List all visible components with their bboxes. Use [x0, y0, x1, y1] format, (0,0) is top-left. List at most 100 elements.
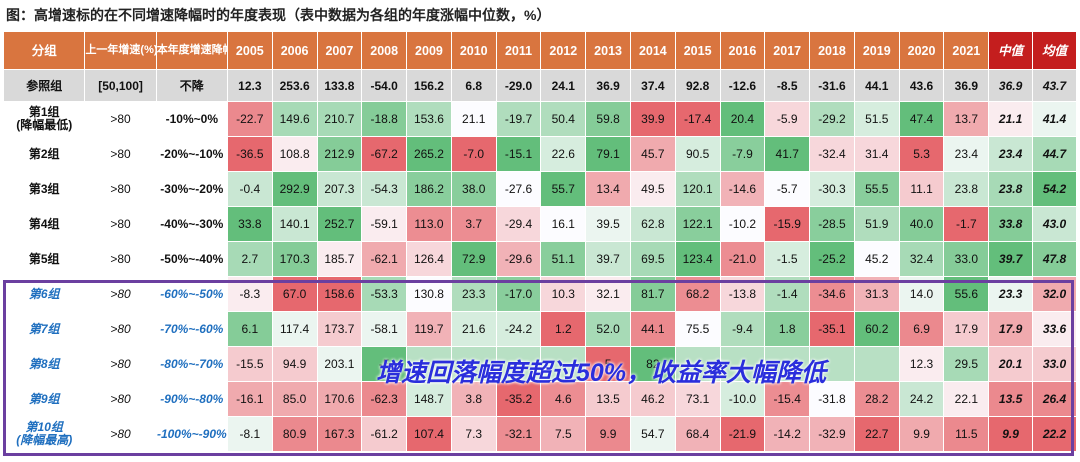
value-cell — [853, 346, 900, 382]
value-cell: 55.5 — [853, 171, 900, 207]
value-cell: 39.7 — [585, 241, 631, 277]
value-cell: 9.9 — [898, 416, 945, 452]
value-cell: 51.9 — [853, 206, 900, 242]
value-cell: 31.4 — [853, 136, 900, 172]
value-cell: 7.3 — [450, 416, 497, 452]
value-cell: 22.6 — [540, 136, 587, 172]
group-row: 第8组 >80 -80%~-70% -15.5 94.9 203.1 -5 5 82 12.3 29… — [2, 346, 1078, 382]
reference-cell: 253.6 — [271, 69, 318, 102]
header-year: 2017 — [764, 31, 811, 70]
mean-cell: 22.2 — [1031, 416, 1078, 452]
value-cell: 46.2 — [629, 381, 676, 417]
value-cell: -1.7 — [943, 206, 990, 242]
value-cell: 119.7 — [406, 311, 452, 347]
value-cell: -35.2 — [495, 381, 542, 417]
value-cell: 38.0 — [450, 171, 497, 207]
value-cell: -61.2 — [361, 416, 408, 452]
reference-cell: 156.2 — [406, 69, 452, 102]
value-cell: 41.7 — [764, 136, 811, 172]
value-cell: 9.9 — [585, 416, 631, 452]
group-row: 第6组 >80 -60%~-50% -8.3 67.0 158.6 -53.3 130.8 23… — [2, 276, 1078, 312]
value-cell: 55.7 — [540, 171, 587, 207]
median-cell: 23.3 — [988, 276, 1033, 312]
value-cell: 252.7 — [316, 206, 363, 242]
group-sublabel: (降幅最高) — [16, 433, 73, 447]
value-cell: 67.0 — [271, 276, 318, 312]
group-row: 第4组 >80 -40%~-30% 33.8 140.1 252.7 -59.1 113.0 3… — [2, 206, 1078, 242]
value-cell: 23.8 — [943, 171, 990, 207]
value-cell: 44.1 — [629, 311, 676, 347]
value-cell: -18.8 — [361, 101, 408, 137]
reference-cell: 12.3 — [226, 69, 273, 102]
chart-title: 图：高增速标的在不同增速降幅时的年度表现（表中数据为各组的年度涨幅中位数，%） — [6, 7, 551, 23]
value-cell: 82 — [629, 346, 676, 382]
value-cell: -27.6 — [495, 171, 542, 207]
group-label: 第1组 — [28, 105, 60, 119]
mean-cell: 33.0 — [1031, 346, 1078, 382]
median-cell: 13.5 — [988, 381, 1033, 417]
value-cell: 62.8 — [629, 206, 676, 242]
value-cell — [495, 346, 542, 382]
reference-cell: 43.6 — [898, 69, 945, 102]
header-year: 2010 — [450, 31, 497, 70]
value-cell: -8.1 — [226, 416, 273, 452]
value-cell: -5 — [361, 346, 408, 382]
value-cell: 3.7 — [450, 206, 497, 242]
reference-cell: 44.1 — [853, 69, 900, 102]
value-cell: -54.3 — [361, 171, 408, 207]
value-cell: 117.4 — [271, 311, 318, 347]
reference-cell: -29.0 — [495, 69, 542, 102]
value-cell: 21.1 — [450, 101, 497, 137]
group-prev-growth: >80 — [84, 136, 157, 172]
value-cell: -5.9 — [764, 101, 811, 137]
header-year: 2005 — [226, 31, 273, 70]
value-cell: 59.8 — [585, 101, 631, 137]
value-cell: -15.4 — [764, 381, 811, 417]
value-cell: 10.3 — [540, 276, 587, 312]
value-cell: -17.4 — [674, 101, 721, 137]
value-cell: -32.9 — [809, 416, 855, 452]
header-year: 2016 — [719, 31, 766, 70]
group-prev-growth: >80 — [84, 381, 157, 417]
value-cell: 32.1 — [585, 276, 631, 312]
value-cell: -35.1 — [809, 311, 855, 347]
median-cell: 21.1 — [988, 101, 1033, 137]
value-cell: 55.6 — [943, 276, 990, 312]
value-cell: -59.1 — [361, 206, 408, 242]
median-cell: 23.4 — [988, 136, 1033, 172]
value-cell: 149.6 — [271, 101, 318, 137]
value-cell: 32.4 — [898, 241, 945, 277]
value-cell: -24.2 — [495, 311, 542, 347]
value-cell: -9.4 — [719, 311, 766, 347]
value-cell: -7.9 — [719, 136, 766, 172]
value-cell: 85.0 — [271, 381, 318, 417]
value-cell: 54.7 — [629, 416, 676, 452]
value-cell: -21.9 — [719, 416, 766, 452]
value-cell: 23.4 — [943, 136, 990, 172]
group-name: 第3组 — [2, 171, 86, 207]
value-cell: 81.7 — [629, 276, 676, 312]
value-cell: 185.7 — [316, 241, 363, 277]
group-row: 第10组 (降幅最高) >80 -100%~-90% -8.1 80.9 167.3 -61.… — [2, 416, 1078, 452]
value-cell: -67.2 — [361, 136, 408, 172]
value-cell: 47.4 — [898, 101, 945, 137]
value-cell: 140.1 — [271, 206, 318, 242]
value-cell: 130.8 — [406, 276, 452, 312]
value-cell: 17.9 — [943, 311, 990, 347]
value-cell: 173.7 — [316, 311, 363, 347]
value-cell: -14.2 — [764, 416, 811, 452]
value-cell: 75.5 — [674, 311, 721, 347]
value-cell: 33.8 — [226, 206, 273, 242]
value-cell: 113.0 — [406, 206, 452, 242]
value-cell: 51.5 — [853, 101, 900, 137]
value-cell: -7.0 — [450, 136, 497, 172]
value-cell — [764, 346, 811, 382]
header-year: 2011 — [495, 31, 542, 70]
value-cell: 80.9 — [271, 416, 318, 452]
median-cell: 33.8 — [988, 206, 1033, 242]
group-name: 第5组 — [2, 241, 86, 277]
median-cell: 20.1 — [988, 346, 1033, 382]
group-prev-growth: >80 — [84, 311, 157, 347]
value-cell: 126.4 — [406, 241, 452, 277]
value-cell: 265.2 — [406, 136, 452, 172]
